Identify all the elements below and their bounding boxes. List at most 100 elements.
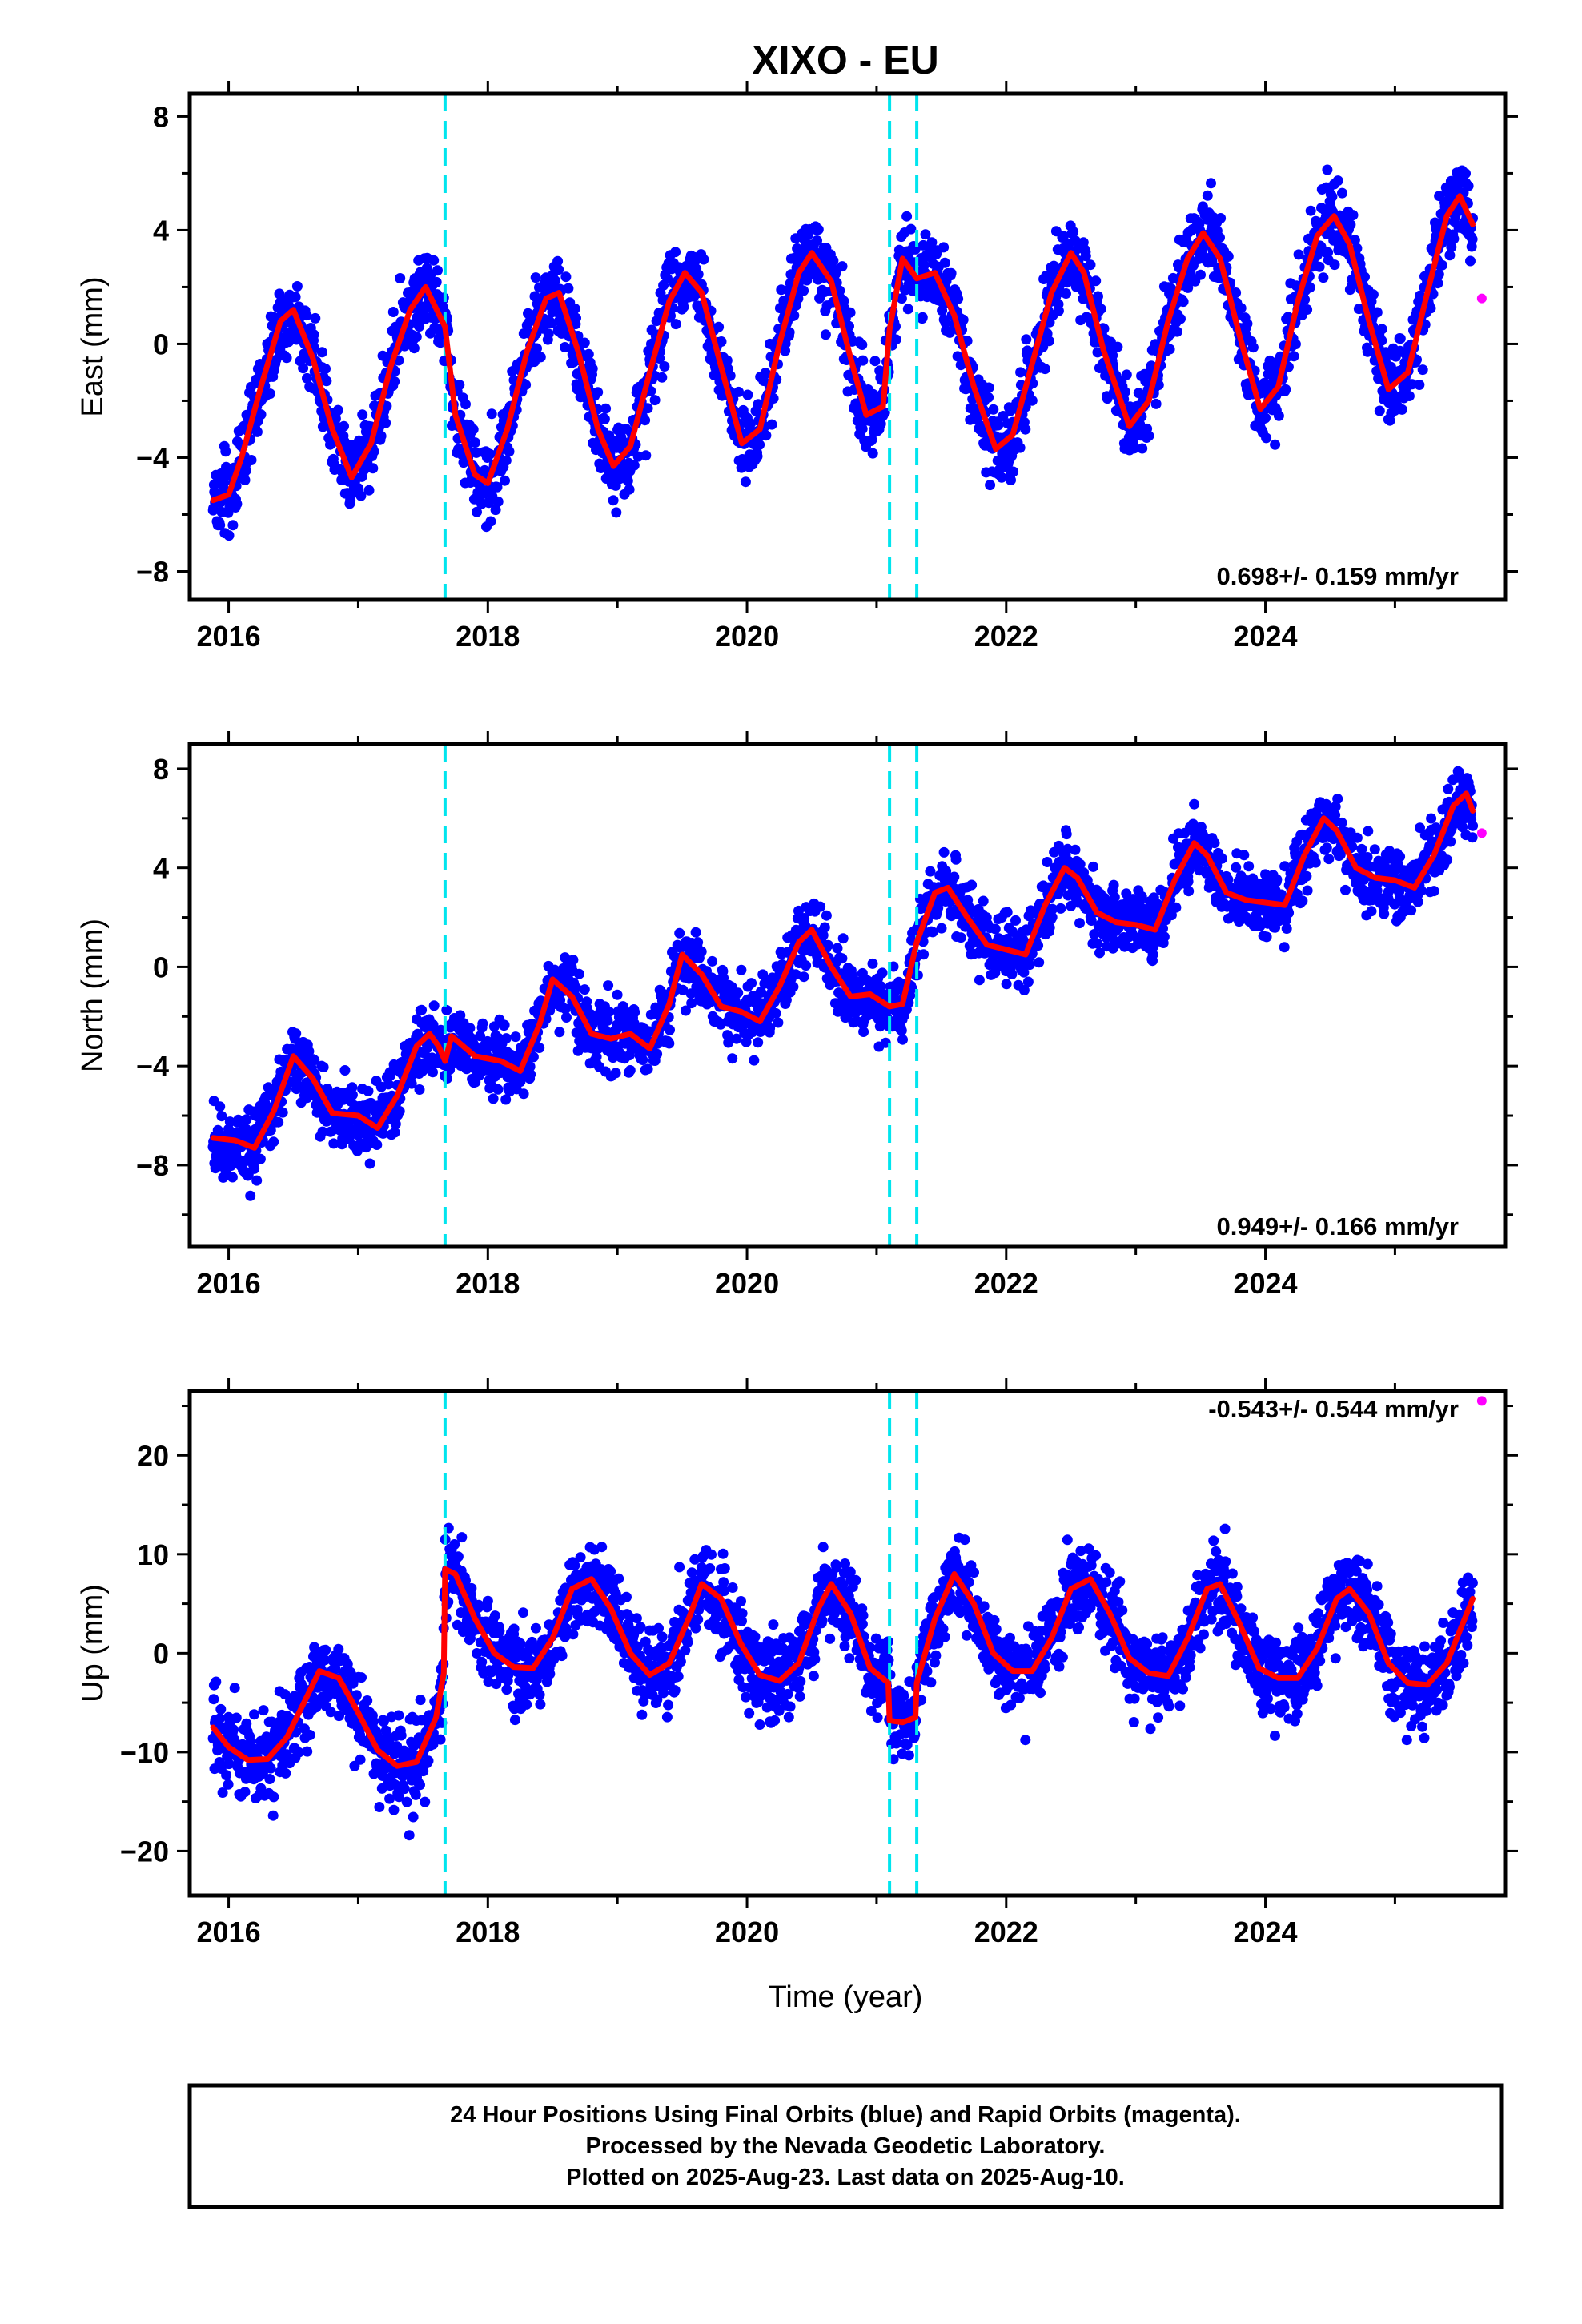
east-final-orbit-point [754, 439, 765, 450]
east-final-orbit-point [223, 530, 235, 541]
east-final-orbit-point [484, 448, 496, 460]
north-final-orbit-point [642, 1063, 653, 1075]
north-final-orbit-point [823, 939, 833, 951]
east-final-orbit-point [608, 495, 619, 506]
east-final-orbit-point [890, 334, 901, 345]
east-final-orbit-point [869, 356, 881, 367]
north-final-orbit-point [1310, 857, 1321, 868]
north-final-orbit-point [1261, 931, 1272, 943]
east-final-orbit-point [939, 257, 950, 268]
north-final-orbit-point [1231, 862, 1242, 873]
north-final-orbit-point [629, 1007, 640, 1018]
east-final-orbit-point [983, 392, 994, 403]
east-final-orbit-point [246, 381, 256, 392]
north-final-orbit-point [1062, 843, 1073, 854]
east-final-orbit-point [1080, 251, 1091, 262]
north-final-orbit-point [612, 989, 623, 1000]
east-final-orbit-point [255, 409, 267, 420]
east-final-orbit-point [1008, 466, 1019, 477]
east-final-orbit-point [604, 430, 615, 441]
north-final-orbit-point [1147, 949, 1158, 960]
north-final-orbit-point [949, 871, 960, 883]
north-final-orbit-point [1024, 959, 1035, 971]
east-xtick-label: 2016 [197, 620, 261, 653]
north-final-orbit-point [394, 1106, 405, 1116]
east-final-orbit-point [1351, 243, 1363, 254]
north-final-orbit-point [416, 1004, 428, 1015]
east-final-orbit-point [1280, 384, 1291, 395]
north-final-orbit-point [749, 1055, 760, 1066]
north-final-orbit-point [216, 1111, 227, 1122]
east-final-orbit-point [520, 380, 532, 390]
east-final-orbit-point [486, 408, 497, 420]
north-final-orbit-point [510, 1031, 521, 1043]
north-final-orbit-point [723, 1037, 734, 1048]
east-final-orbit-point [1261, 432, 1272, 444]
east-final-orbit-point [408, 343, 420, 354]
north-final-orbit-point [363, 1085, 374, 1096]
east-final-orbit-point [1202, 190, 1213, 201]
north-final-orbit-point [950, 854, 962, 865]
east-final-orbit-point [264, 388, 275, 400]
north-final-orbit-point [978, 895, 989, 907]
north-final-orbit-point [765, 1023, 776, 1034]
north-final-orbit-point [1002, 907, 1013, 918]
north-final-orbit-point [677, 984, 689, 995]
east-final-orbit-point [504, 446, 515, 457]
north-final-orbit-point [1061, 829, 1072, 840]
east-final-orbit-point [622, 476, 633, 486]
north-final-orbit-point [1243, 861, 1255, 872]
north-final-orbit-point [1086, 915, 1097, 926]
east-final-orbit-point [920, 229, 931, 240]
east-final-orbit-point [1436, 259, 1447, 271]
north-final-orbit-point [1108, 879, 1119, 891]
east-final-orbit-point [820, 329, 831, 340]
north-final-orbit-point [1260, 869, 1271, 880]
north-final-orbit-point [770, 1007, 781, 1019]
east-final-orbit-point [471, 447, 482, 458]
north-final-orbit-point [1323, 854, 1335, 865]
north-final-orbit-point [1158, 923, 1168, 934]
north-final-orbit-point [500, 1033, 512, 1044]
east-final-orbit-point [902, 304, 913, 315]
east-final-orbit-point [656, 372, 668, 383]
east-final-orbit-point [310, 312, 321, 324]
north-final-orbit-point [1022, 976, 1034, 987]
north-final-orbit-point [773, 1017, 784, 1028]
east-final-orbit-point [552, 255, 564, 267]
north-final-orbit-point [610, 1068, 621, 1079]
east-final-orbit-point [985, 480, 996, 491]
north-final-orbit-point [1046, 911, 1058, 923]
east-final-orbit-point [1293, 249, 1304, 260]
north-final-orbit-point [383, 1079, 394, 1090]
east-final-orbit-point [993, 420, 1004, 431]
east-final-orbit-point [1182, 282, 1194, 293]
figure-title: XIXO - EU [752, 38, 938, 82]
east-final-orbit-point [1231, 287, 1242, 298]
north-final-orbit-point [492, 1084, 504, 1095]
north-final-orbit-point [1092, 938, 1103, 949]
north-final-orbit-point [1094, 947, 1105, 959]
north-final-orbit-point [1053, 840, 1064, 851]
east-final-orbit-point [1432, 278, 1443, 289]
north-final-orbit-point [897, 1034, 908, 1045]
east-final-orbit-point [367, 463, 379, 474]
north-final-orbit-point [1018, 985, 1030, 995]
east-final-orbit-point [1273, 410, 1284, 421]
north-final-orbit-point [344, 1132, 355, 1143]
north-final-orbit-point [1055, 903, 1066, 914]
north-final-orbit-point [215, 1101, 226, 1112]
north-final-orbit-point [938, 846, 950, 858]
north-plot-area [207, 744, 1479, 1247]
east-final-orbit-point [380, 417, 391, 428]
north-final-orbit-point [781, 995, 792, 1006]
east-final-orbit-point [316, 347, 327, 358]
north-final-orbit-point [525, 1069, 536, 1080]
east-final-orbit-point [642, 403, 653, 414]
north-final-orbit-point [1109, 891, 1120, 903]
north-final-orbit-point [1010, 915, 1021, 926]
east-final-orbit-point [1323, 247, 1334, 258]
east-y-axis-label: East (mm) [76, 276, 110, 416]
